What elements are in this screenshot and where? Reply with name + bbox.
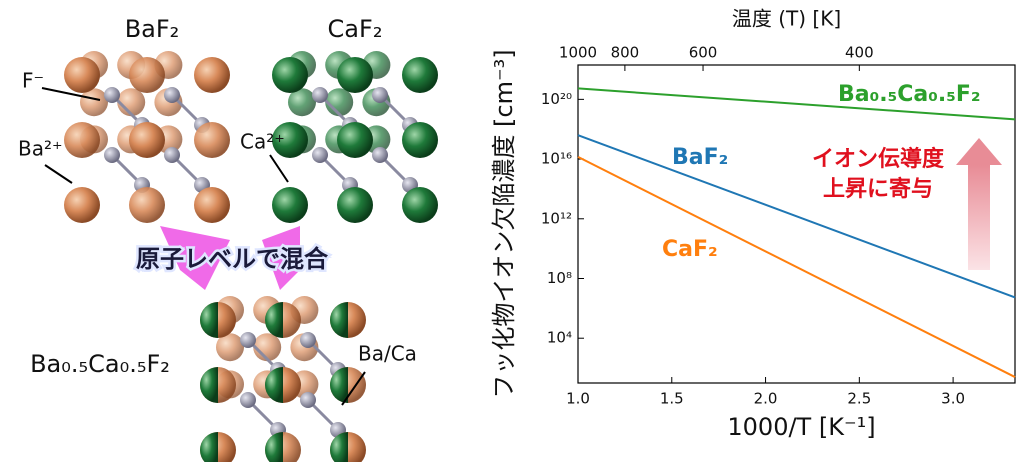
f-atom	[240, 392, 256, 408]
x-tick-label: 3.0	[941, 390, 965, 408]
cation-atom	[337, 122, 373, 158]
f-atom	[312, 87, 328, 103]
crystal	[64, 51, 230, 223]
cation-atom	[337, 187, 373, 223]
cation-atom	[64, 122, 100, 158]
x2-tick-label: 800	[611, 44, 640, 62]
f-atom	[164, 87, 180, 103]
cation-atom	[129, 187, 165, 223]
y-tick-label: 10²⁰	[541, 90, 572, 108]
plot-frame	[577, 64, 1016, 384]
back-atom	[216, 333, 244, 362]
cation-atom	[194, 187, 230, 223]
ba-ion-label: Ba²⁺	[18, 137, 63, 161]
increase-arrow-head	[956, 138, 1002, 165]
crystal-diagram	[64, 51, 438, 462]
cation-atom	[64, 57, 100, 93]
crystal	[200, 296, 366, 462]
f-atom	[300, 332, 316, 348]
back-atom	[117, 88, 146, 117]
chart: 1.0 1.5 2.0 2.5 3.0 1000 800 600 400 10⁴ 10⁸ 10¹² 10…	[490, 7, 1016, 441]
y-axis-label: フッ化物イオン欠陥濃度 [cm⁻³]	[490, 49, 518, 398]
y-tick-label: 10⁴	[547, 329, 572, 347]
cation-half	[200, 367, 218, 403]
cation-atom	[402, 122, 438, 158]
series-label: Ba₀.₅Ca₀.₅F₂	[838, 82, 981, 107]
mix-arrow-right	[262, 226, 300, 290]
x2-axis-label: 温度 (T) [K]	[732, 7, 841, 31]
series-line	[577, 134, 1016, 299]
site-label: Ba/Ca	[358, 342, 417, 366]
ca-ion-label: Ca²⁺	[240, 130, 285, 154]
f-atom	[104, 147, 120, 163]
cation-half	[330, 432, 348, 462]
x-tick-label: 1.5	[660, 390, 684, 408]
cation-atom	[194, 122, 230, 158]
series-line	[577, 87, 1016, 121]
f-atom	[372, 147, 388, 163]
series-label: CaF₂	[662, 237, 718, 262]
back-atom	[253, 333, 282, 362]
pointer-arrows	[41, 87, 366, 406]
cation-half	[200, 432, 218, 462]
cation-half	[265, 302, 283, 338]
cation-atom	[272, 57, 308, 93]
cation-atom	[402, 187, 438, 223]
cation-atom	[129, 57, 165, 93]
series-label: BaF₂	[672, 145, 728, 170]
f-ion-label: F⁻	[22, 69, 44, 93]
x-axis-label: 1000/T [K⁻¹]	[727, 413, 875, 441]
f-atom	[104, 87, 120, 103]
cation-half	[265, 432, 283, 462]
f-atom	[312, 147, 328, 163]
x-tick-label: 2.5	[847, 390, 871, 408]
baf2-title: BaF₂	[125, 15, 180, 43]
cation-atom	[64, 187, 100, 223]
cation-half	[330, 302, 348, 338]
y-tick-label: 10¹⁶	[541, 150, 572, 168]
cation-atom	[337, 57, 373, 93]
cation-atom	[272, 122, 308, 158]
x2-tick-label: 400	[845, 44, 874, 62]
f-atom	[300, 392, 316, 408]
cation-atom	[272, 187, 308, 223]
x2-tick-label: 1000	[559, 44, 597, 62]
cation-atom	[194, 57, 230, 93]
mixed-title: Ba₀.₅Ca₀.₅F₂	[30, 350, 170, 378]
f-atom	[164, 147, 180, 163]
y-tick-label: 10¹²	[541, 209, 572, 227]
series-line	[577, 155, 1016, 378]
crystal	[272, 51, 438, 223]
mixing-label: 原子レベルで混合	[136, 245, 329, 273]
caf2-title: CaF₂	[328, 15, 383, 43]
cation-half	[200, 302, 218, 338]
back-atom	[325, 88, 354, 117]
back-atom	[288, 88, 316, 117]
cation-atom	[402, 57, 438, 93]
x2-tick-label: 600	[689, 44, 718, 62]
x-tick-label: 1.0	[566, 390, 590, 408]
f-atom	[372, 87, 388, 103]
increase-arrow	[968, 165, 990, 270]
x-tick-label: 2.0	[754, 390, 778, 408]
cation-atom	[129, 122, 165, 158]
mix-arrow-left	[160, 226, 230, 290]
back-atom	[80, 88, 108, 117]
annotation: 上昇に寄与	[823, 176, 933, 202]
cation-half	[265, 367, 283, 403]
y-tick-label: 10⁸	[547, 269, 572, 287]
f-atom	[240, 332, 256, 348]
annotation: イオン伝導度	[812, 146, 945, 172]
cation-half	[330, 367, 348, 403]
